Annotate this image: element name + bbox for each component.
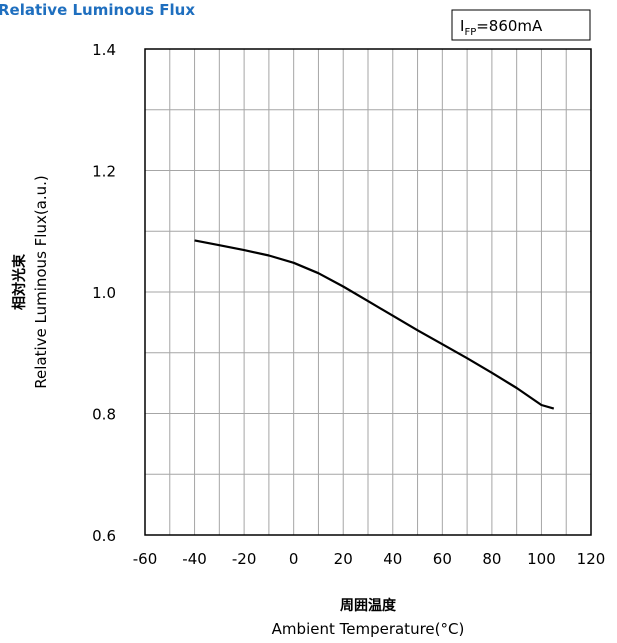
y-axis-label-jp: 相対光束: [11, 253, 28, 310]
series-group: [194, 239, 555, 410]
x-axis-label: Ambient Temperature(°C): [272, 620, 465, 638]
annotation-text: IFP=860mA: [460, 17, 543, 38]
x-tick-label: -20: [232, 550, 257, 568]
y-tick-label: 0.8: [92, 406, 116, 424]
x-tick-label: 20: [334, 550, 353, 568]
series-line: [194, 239, 555, 410]
y-tick-label: 1.4: [92, 41, 116, 59]
y-axis-label: Relative Luminous Flux(a.u.): [32, 175, 50, 389]
x-tick-label: 80: [482, 550, 501, 568]
chart-title: Relative Luminous Flux: [0, 1, 195, 19]
y-tick-label: 1.0: [92, 284, 116, 302]
x-tick-label: 60: [433, 550, 452, 568]
x-tick-label: 120: [577, 550, 606, 568]
x-tick-label: -60: [133, 550, 158, 568]
annotation-rest: =860mA: [476, 17, 543, 35]
y-tick-label: 0.6: [92, 527, 116, 545]
x-axis-label-jp: 周囲温度: [340, 597, 397, 614]
plot-frame: [144, 48, 592, 536]
annotation-box: [451, 9, 591, 41]
y-tick-labels: 0.6 0.8 1.0 1.2 1.4: [92, 41, 116, 545]
x-tick-label: 0: [289, 550, 299, 568]
x-tick-label: 40: [383, 550, 402, 568]
grid: [145, 49, 591, 535]
annotation-sub: FP: [464, 27, 476, 38]
annotation-main: I: [460, 17, 464, 35]
x-tick-label: 100: [527, 550, 556, 568]
x-tick-label: -40: [182, 550, 207, 568]
x-tick-labels: -60 -40 -20 0 20 40 60 80 100 120: [133, 550, 606, 568]
y-tick-label: 1.2: [92, 163, 116, 181]
